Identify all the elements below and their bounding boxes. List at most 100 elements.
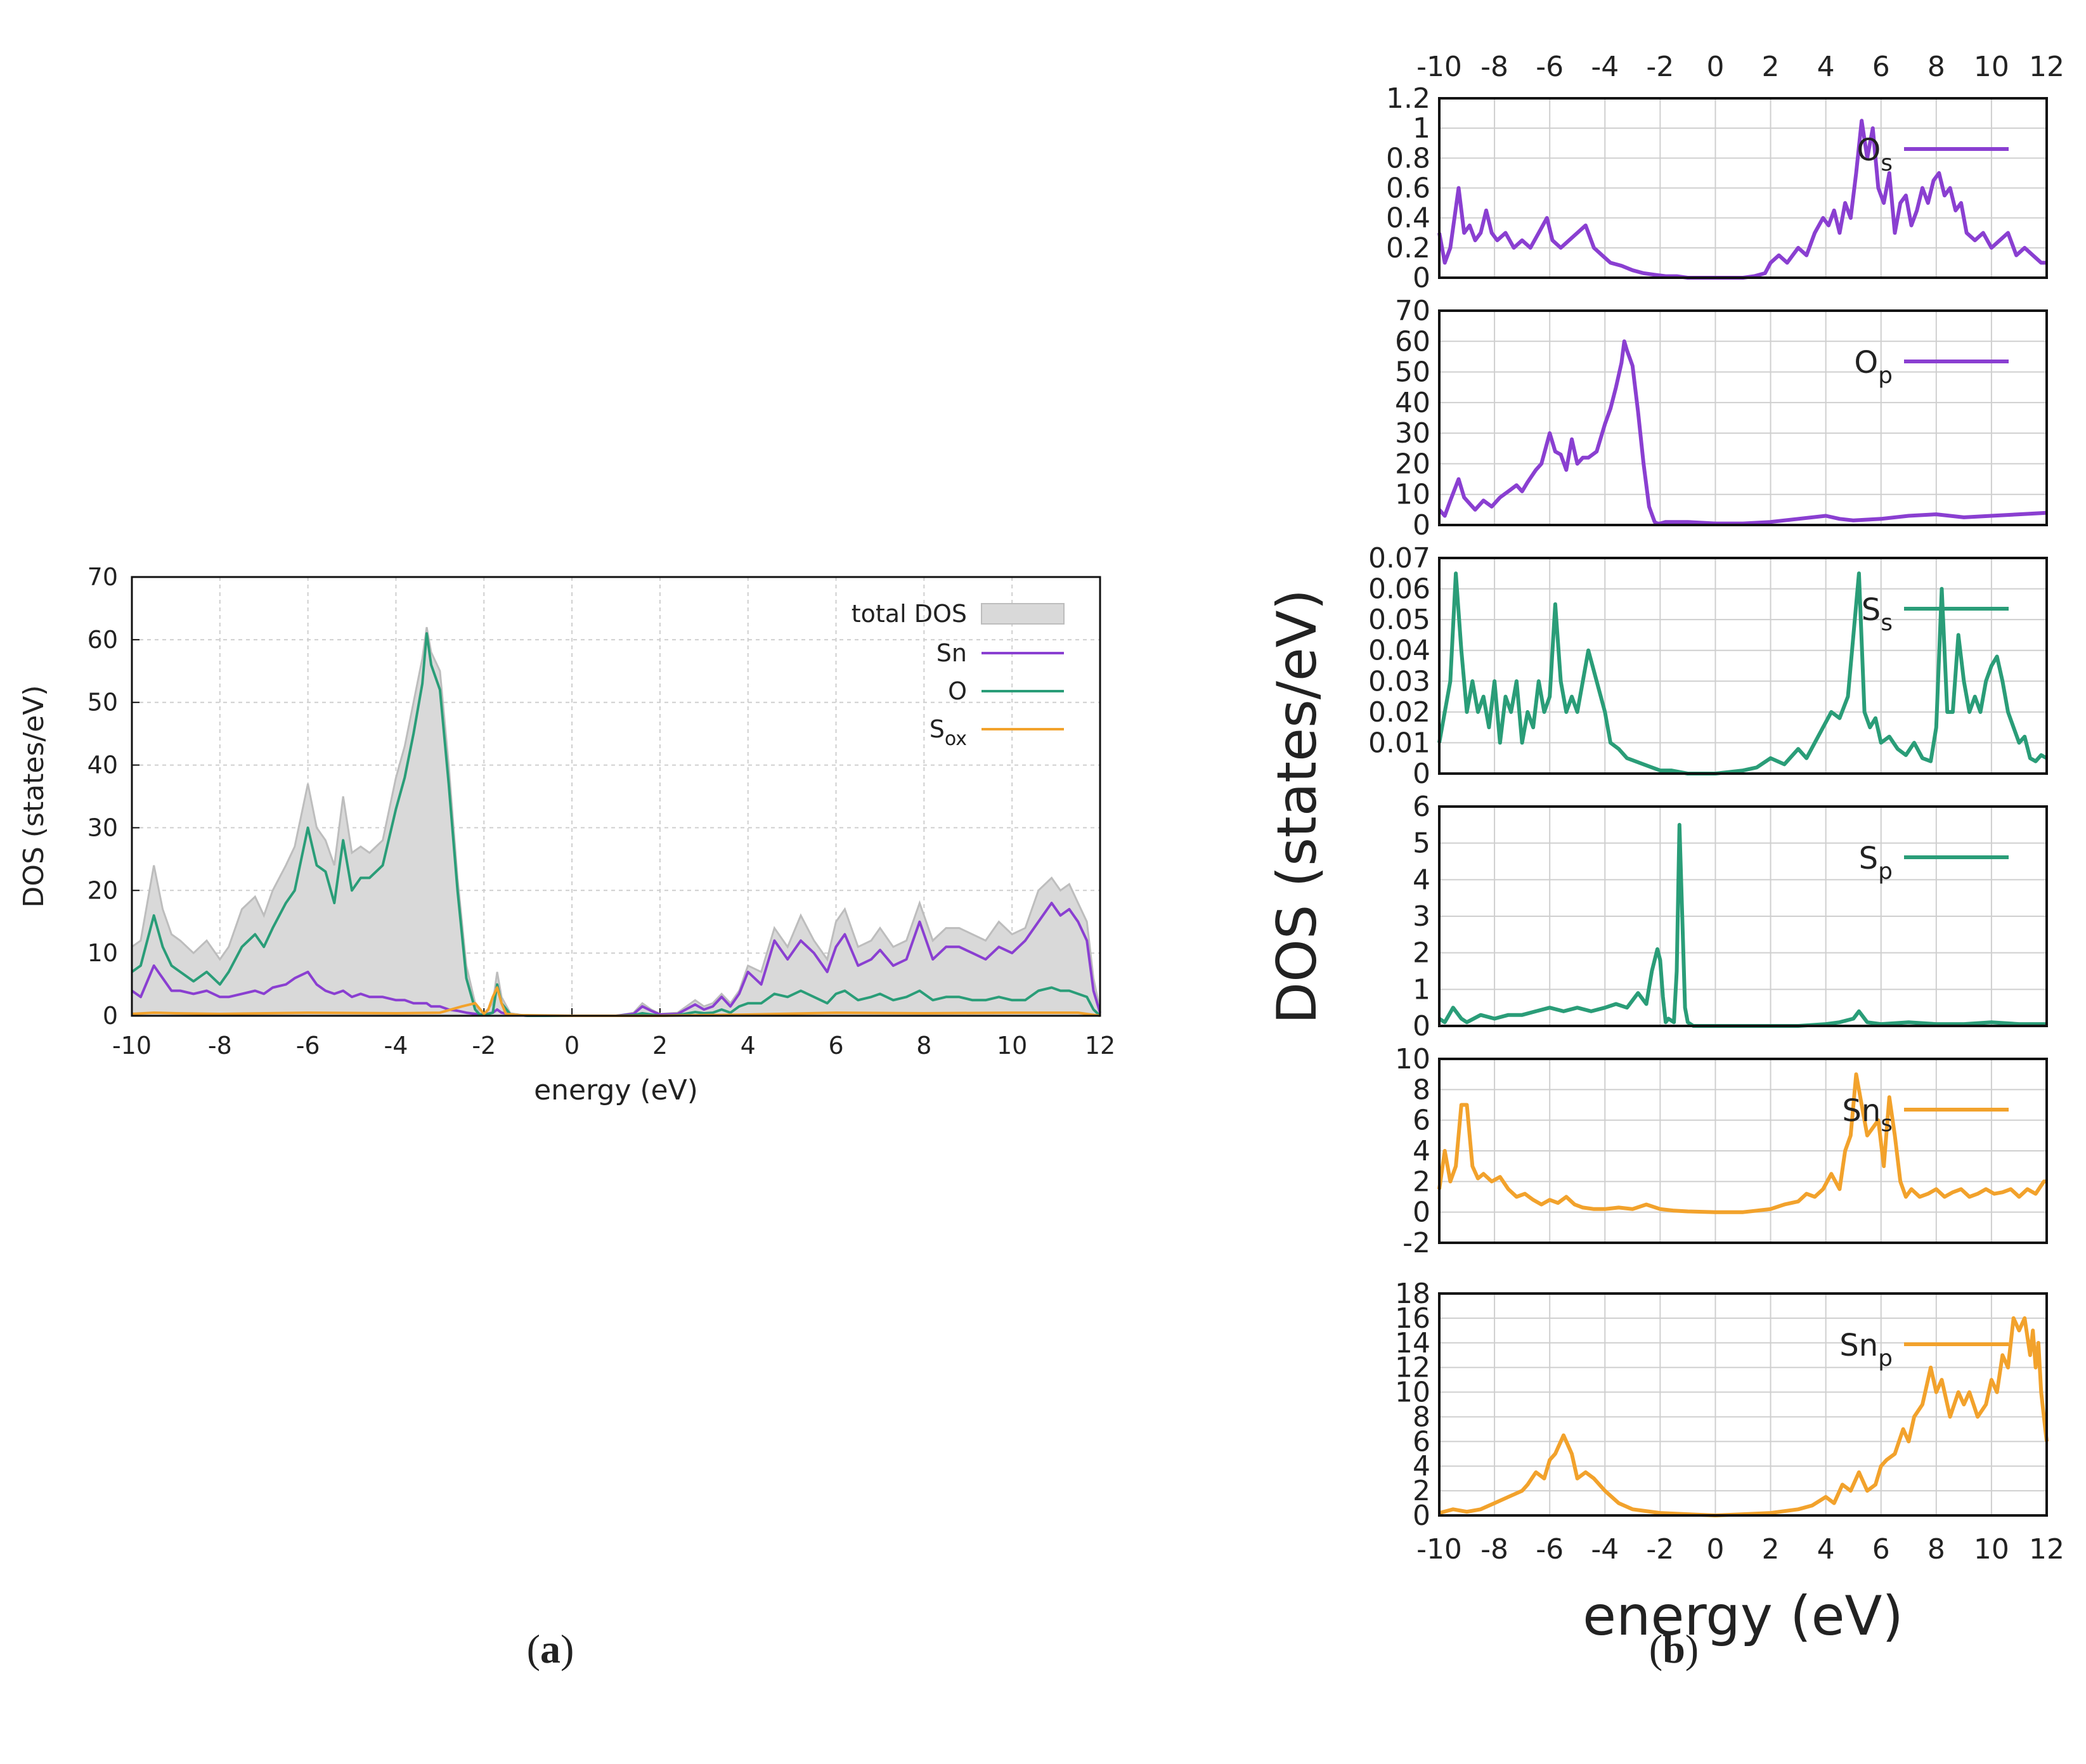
- y-tick-label: 8: [1413, 1401, 1430, 1433]
- y-tick-label: 0: [103, 1002, 118, 1030]
- y-tick-label: 0.4: [1386, 202, 1430, 235]
- y-tick-label: 0: [1413, 1197, 1430, 1229]
- panel-b-caption-letter: b: [1662, 1626, 1685, 1671]
- x-tick-label-bottom: 10: [1974, 1533, 2009, 1566]
- y-tick-label: 60: [1395, 325, 1430, 358]
- y-tick-label: 4: [1413, 1450, 1430, 1482]
- x-tick-label-top: 2: [1762, 51, 1780, 83]
- x-tick-label-top: -8: [1480, 51, 1508, 83]
- y-tick-label: 0.04: [1368, 635, 1430, 667]
- x-tick-label: -2: [472, 1032, 496, 1060]
- y-tick-label: -2: [1403, 1227, 1430, 1259]
- x-tick-label-bottom: -4: [1591, 1533, 1619, 1566]
- legend-label: Os: [1856, 133, 1893, 176]
- subplot-frame: [1438, 1058, 2048, 1244]
- y-tick-label: 0.07: [1368, 542, 1430, 574]
- x-tick-label-top: -2: [1646, 51, 1674, 83]
- y-tick-label: 50: [1395, 356, 1430, 389]
- x-tick-label: -8: [208, 1032, 232, 1060]
- y-tick-label: 20: [1395, 448, 1430, 480]
- series-o-s-line: [1437, 119, 2047, 280]
- x-tick-label-top: 6: [1872, 51, 1890, 83]
- x-tick-label-bottom: 12: [2029, 1533, 2064, 1566]
- y-tick-label: 0: [1413, 1500, 1430, 1532]
- y-tick-label: 12: [1395, 1352, 1430, 1384]
- legend-label-main: Sn: [1842, 1093, 1881, 1129]
- y-tick-label: 2: [1413, 937, 1430, 970]
- y-tick-label: 3: [1413, 900, 1430, 933]
- y-tick-label: 70: [1395, 295, 1430, 327]
- x-tick-label-bottom: -2: [1646, 1533, 1674, 1566]
- panel-a-caption-letter: a: [540, 1626, 560, 1671]
- x-tick-label-bottom: -8: [1480, 1533, 1508, 1566]
- y-tick-label: 0.03: [1368, 665, 1430, 697]
- x-tick-label-bottom: 4: [1817, 1533, 1835, 1566]
- x-tick-label-top: 12: [2029, 51, 2064, 83]
- legend-label-sub: s: [1881, 1111, 1893, 1137]
- legend-label-main: S: [1859, 841, 1878, 876]
- y-tick-label: 0: [1413, 758, 1430, 790]
- y-tick-label: 1.2: [1386, 82, 1430, 115]
- y-tick-label: 0: [1413, 1010, 1430, 1042]
- x-tick-label: 2: [652, 1032, 668, 1060]
- y-tick-label: 10: [87, 939, 118, 967]
- series-sn-s-line: [1437, 1072, 2047, 1214]
- legend-label: O: [948, 677, 967, 705]
- panel-a-caption: (a): [527, 1626, 574, 1671]
- x-tick-label-bottom: 6: [1872, 1533, 1890, 1566]
- subplot-o-s: 00.20.40.60.811.2 Os: [1386, 82, 2048, 294]
- series-s-s-line: [1437, 571, 2048, 775]
- legend-label-sub: p: [1878, 859, 1893, 885]
- x-tick-label: -6: [296, 1032, 320, 1060]
- x-tick-label-bottom: 0: [1706, 1533, 1724, 1566]
- y-tick-label: 2: [1413, 1475, 1430, 1507]
- panel-b-caption: (b): [1649, 1626, 1699, 1671]
- panel-a-x-ticks: -10 -8 -6 -4 -2 0 2 4 6 8 10 12: [112, 1032, 1115, 1060]
- panel-b-subplots: 00.20.40.60.811.2Os010203040506070Op00.0…: [1368, 82, 2049, 1532]
- y-tick-label: 6: [1413, 791, 1430, 823]
- panel-b-x-axis-label: energy (eV): [1583, 1585, 1903, 1648]
- x-tick-label-top: -4: [1591, 51, 1619, 83]
- y-tick-label: 40: [1395, 387, 1430, 419]
- legend-label-main: O: [1856, 133, 1881, 168]
- x-tick-label: 0: [564, 1032, 580, 1060]
- legend-label: Sns: [1842, 1093, 1893, 1137]
- legend-label: Sp: [1859, 841, 1893, 885]
- y-tick-label: 4: [1413, 1135, 1430, 1167]
- legend-label-sub: p: [1878, 1346, 1893, 1372]
- subplot-frame: [1438, 1292, 2048, 1517]
- y-tick-label: 18: [1395, 1278, 1430, 1310]
- subplot-frame: [1438, 805, 2048, 1027]
- legend-label-main: Sn: [1839, 1328, 1878, 1363]
- panel-b-caption-open: (: [1649, 1626, 1662, 1671]
- y-tick-label: 10: [1395, 479, 1430, 511]
- y-tick-label: 20: [87, 876, 118, 904]
- y-tick-label: 70: [87, 563, 118, 591]
- panel-a-caption-close: ): [560, 1626, 574, 1671]
- x-tick-label: -10: [112, 1032, 152, 1060]
- x-tick-label: 8: [916, 1032, 931, 1060]
- subplot-frame: [1438, 557, 2048, 775]
- x-tick-label: -4: [384, 1032, 408, 1060]
- y-tick-label: 0.05: [1368, 604, 1430, 636]
- legend-label-main: O: [1854, 345, 1878, 380]
- legend-label-sub: s: [1881, 610, 1893, 636]
- x-tick-label-top: 0: [1706, 51, 1724, 83]
- x-tick-label-bottom: 2: [1762, 1533, 1780, 1566]
- legend-label: Snp: [1839, 1328, 1893, 1372]
- subplot-frame: [1438, 309, 2048, 526]
- subplot-s-p: 0 12 3 4 5 6 Sp: [1413, 791, 2048, 1042]
- legend-label: Sox: [930, 715, 967, 750]
- legend-label: Op: [1854, 345, 1893, 389]
- y-tick-label: 1: [1413, 112, 1430, 145]
- y-tick-label: 40: [87, 751, 118, 779]
- panel-b-x-ticks-top: -10 -8 -6 -4 -2 0 2 4 6 8 10 12: [1416, 51, 2064, 83]
- y-tick-label: 0: [1413, 262, 1430, 294]
- x-tick-label-top: 8: [1927, 51, 1945, 83]
- y-tick-label: 0.06: [1368, 573, 1430, 606]
- y-tick-label: 5: [1413, 827, 1430, 860]
